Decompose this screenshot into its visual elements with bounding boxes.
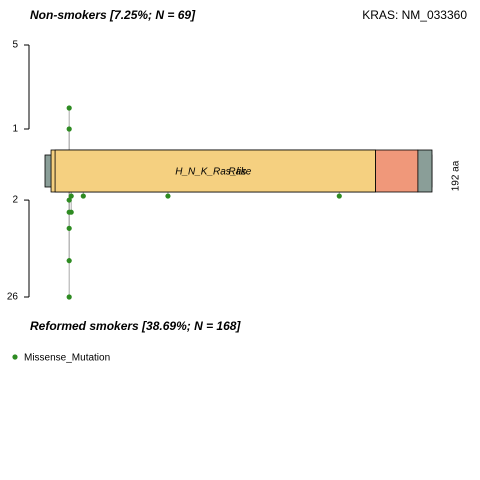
y-tick-label: 2 — [12, 195, 18, 206]
mutation-point — [66, 197, 72, 203]
top-panel-title: Non-smokers [7.25%; N = 69] — [30, 8, 196, 22]
legend-label: Missense_Mutation — [24, 353, 110, 364]
domain — [54, 149, 376, 193]
bottom-panel-title: Reformed smokers [38.69%; N = 168] — [30, 319, 241, 333]
mutation-point — [165, 193, 171, 199]
domain — [375, 149, 419, 193]
domain — [417, 149, 433, 193]
gene-title: KRAS: NM_033360 — [362, 8, 467, 22]
length-label: 192 aa — [451, 160, 462, 191]
mutation-point — [66, 225, 72, 231]
mutation-point — [68, 209, 74, 215]
mutation-point — [66, 126, 72, 132]
domain-label: Ras — [228, 167, 246, 178]
y-tick-label: 26 — [7, 292, 19, 303]
legend-marker — [12, 354, 18, 360]
y-tick-label: 5 — [12, 40, 18, 51]
mutation-point — [80, 193, 86, 199]
y-tick-label: 1 — [12, 124, 18, 135]
mutation-point — [336, 193, 342, 199]
mutation-point — [66, 258, 72, 264]
mutation-point — [66, 294, 72, 300]
mutation-point — [68, 193, 74, 199]
domain-label: H_N_K_Ras_like — [175, 167, 252, 178]
mutation-point — [66, 105, 72, 111]
